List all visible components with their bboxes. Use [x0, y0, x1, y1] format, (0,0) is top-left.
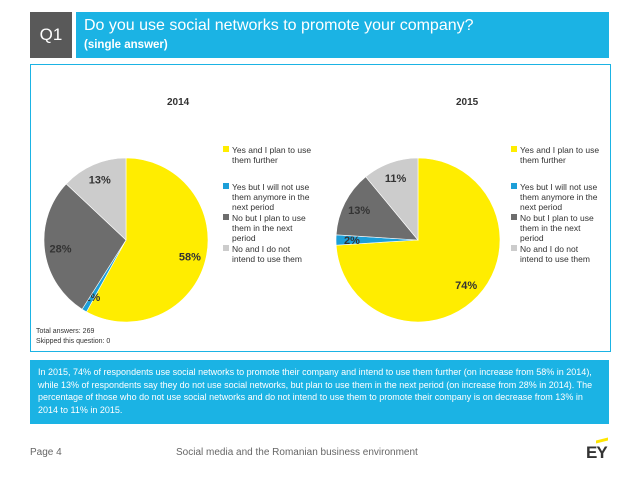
- slice-label: 74%: [455, 280, 477, 292]
- question-badge: Q1: [30, 12, 72, 58]
- legend-label: Yes and I plan to use them further: [520, 145, 600, 165]
- legend-swatch: [511, 214, 517, 220]
- total-answers: Total answers: 269: [36, 328, 95, 335]
- legend-label: No but I plan to use them in the next pe…: [232, 213, 306, 243]
- legend-swatch: [223, 245, 229, 251]
- legend-label: No and I do not intend to use them: [520, 244, 590, 264]
- pie-slice-yes-continue: [86, 157, 209, 323]
- chart-title-2015: 2015: [456, 97, 479, 108]
- slice-label: 13%: [89, 174, 111, 186]
- pie-slice-no-never: [365, 157, 419, 241]
- pie-slice-no-plan: [335, 176, 419, 241]
- summary-box: In 2015, 74% of respondents use social n…: [30, 360, 609, 424]
- summary-text: In 2015, 74% of respondents use social n…: [38, 367, 593, 415]
- legend-item: Yes and I plan to use them further: [511, 145, 603, 165]
- ey-logo: EY: [586, 437, 608, 463]
- slice-label: 2%: [344, 235, 360, 247]
- footer-title: Social media and the Romanian business e…: [176, 447, 418, 458]
- legend-label: No and I do not intend to use them: [232, 244, 302, 264]
- chart-title-2014: 2014: [167, 97, 190, 108]
- pie-chart-2014: 58%1%28%13%: [43, 157, 209, 323]
- legend-item: Yes but I will not use them anymore in t…: [223, 182, 315, 212]
- legend-item: Yes but I will not use them anymore in t…: [511, 182, 603, 212]
- legend-label: Yes and I plan to use them further: [232, 145, 312, 165]
- legend-item: No and I do not intend to use them: [511, 244, 603, 264]
- slice-label: 11%: [385, 173, 407, 185]
- page-number: Page 4: [30, 447, 62, 458]
- legend-label: Yes but I will not use them anymore in t…: [232, 182, 310, 212]
- legend-label: No but I plan to use them in the next pe…: [520, 213, 594, 243]
- legend-2015: Yes and I plan to use them further Yes b…: [511, 145, 603, 264]
- legend-swatch: [223, 146, 229, 152]
- pie-slice-no-plan: [43, 183, 127, 310]
- slice-label: 58%: [179, 251, 201, 263]
- question-subtitle: (single answer): [84, 39, 168, 51]
- pie-slice-no-never: [65, 157, 127, 241]
- legend-item: Yes and I plan to use them further: [223, 145, 315, 165]
- legend-swatch: [511, 146, 517, 152]
- chart-panel: 2014 58% 1% 28% 13% Yes and I plan to use t…: [30, 64, 611, 352]
- skipped-count: Skipped this question: 0: [36, 338, 111, 345]
- legend-item: No and I do not intend to use them: [223, 244, 315, 264]
- legend-swatch: [511, 245, 517, 251]
- slice-label: 13%: [348, 205, 370, 217]
- slice-label: 28%: [50, 243, 72, 255]
- legend-swatch: [223, 183, 229, 189]
- answer-counts: Total answers: 269 Skipped this question…: [36, 327, 110, 347]
- legend-label: Yes but I will not use them anymore in t…: [520, 182, 598, 212]
- legend-item: No but I plan to use them in the next pe…: [223, 213, 315, 243]
- question-header: Do you use social networks to promote yo…: [76, 12, 609, 58]
- legend-swatch: [223, 214, 229, 220]
- legend-item: No but I plan to use them in the next pe…: [511, 213, 603, 243]
- question-title: Do you use social networks to promote yo…: [84, 17, 474, 34]
- pie-chart-2015: 74% 2% 13% 11%: [335, 157, 501, 323]
- legend-2014: Yes and I plan to use them further Yes b…: [223, 145, 315, 264]
- legend-swatch: [511, 183, 517, 189]
